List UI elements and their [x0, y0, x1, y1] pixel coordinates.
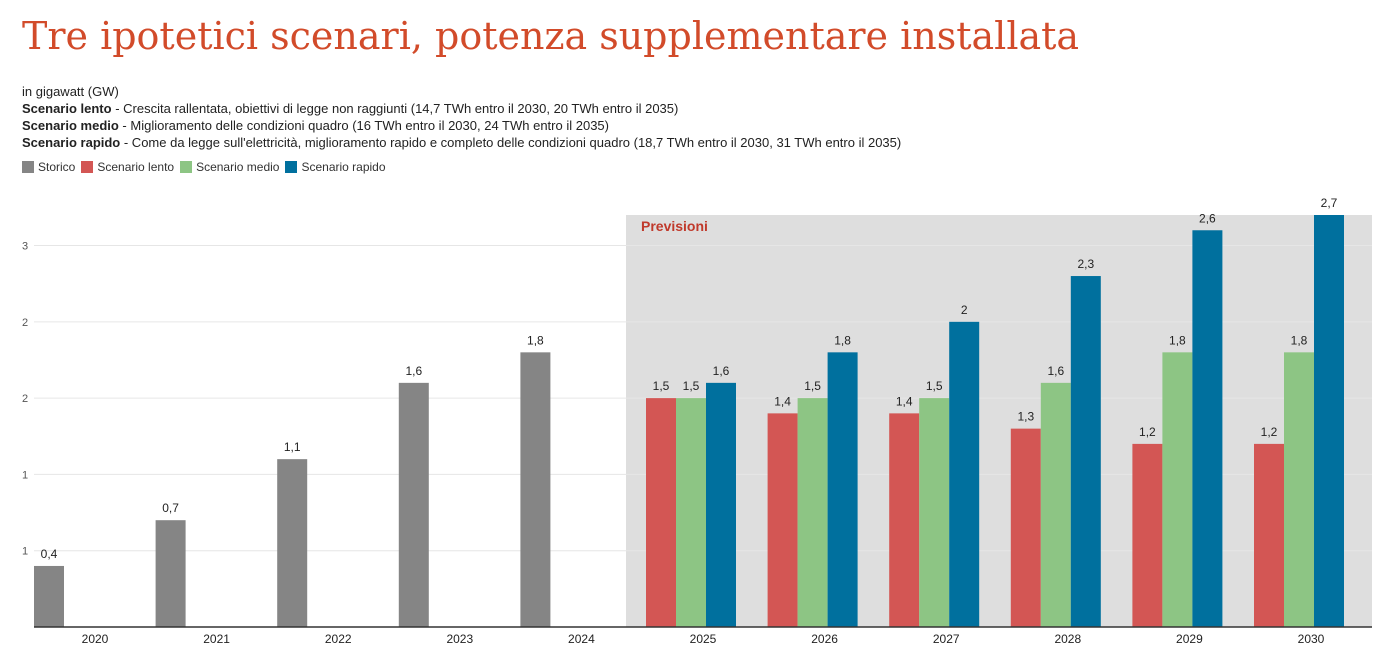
x-tick-label: 2022	[325, 632, 352, 646]
legend-swatch	[22, 161, 34, 173]
data-label-storico-2020: 0,4	[41, 547, 58, 561]
data-label-rapido-2028: 2,3	[1077, 257, 1094, 271]
bar-lento-2030[interactable]	[1254, 443, 1284, 627]
bar-lento-2027[interactable]	[889, 413, 920, 627]
data-label-rapido-2026: 1,8	[834, 333, 851, 347]
y-tick-label: 2	[22, 317, 28, 329]
bar-rapido-2027[interactable]	[949, 321, 980, 627]
data-label-medio-2025: 1,5	[683, 379, 700, 393]
data-label-lento-2027: 1,4	[896, 394, 913, 408]
legend-swatch	[285, 161, 298, 173]
forecast-region	[626, 215, 1372, 627]
bar-storico-2023[interactable]	[398, 382, 429, 627]
scenario-medio-note: Scenario medio - Miglioramento delle con…	[22, 117, 901, 134]
bar-rapido-2028[interactable]	[1070, 276, 1101, 627]
data-label-storico-2023: 1,6	[405, 364, 422, 378]
bar-rapido-2030[interactable]	[1314, 215, 1344, 627]
data-label-storico-2022: 1,1	[284, 440, 301, 454]
x-tick-label: 2023	[446, 632, 473, 646]
x-tick-label: 2030	[1298, 632, 1325, 646]
legend-label: Scenario lento	[97, 160, 175, 174]
legend-swatch	[81, 161, 94, 173]
data-label-rapido-2027: 2	[961, 303, 968, 317]
legend-label: Scenario rapido	[301, 160, 386, 174]
bar-rapido-2026[interactable]	[827, 352, 858, 627]
chart-description: in gigawatt (GW) Scenario lento - Cresci…	[22, 83, 901, 151]
legend-item-scenario-lento[interactable]: Scenario lento	[81, 160, 174, 174]
scenario-name: Scenario medio	[22, 118, 119, 133]
bar-storico-2020[interactable]	[34, 565, 64, 627]
y-tick-label: 3	[22, 241, 28, 253]
data-label-medio-2027: 1,5	[926, 379, 943, 393]
data-label-rapido-2029: 2,6	[1199, 211, 1216, 225]
data-label-lento-2029: 1,2	[1139, 425, 1156, 439]
x-tick-label: 2025	[690, 632, 717, 646]
unit-label: in gigawatt (GW)	[22, 84, 119, 99]
data-label-lento-2028: 1,3	[1017, 410, 1034, 424]
forecast-label: Previsioni	[641, 218, 708, 234]
y-tick-label: 1	[22, 469, 28, 481]
data-label-medio-2026: 1,5	[804, 379, 821, 393]
scenario-lento-note: Scenario lento - Crescita rallentata, ob…	[22, 100, 901, 117]
data-label-storico-2024: 1,8	[527, 333, 544, 347]
data-label-storico-2021: 0,7	[162, 501, 179, 515]
bar-storico-2022[interactable]	[277, 459, 308, 627]
data-label-rapido-2025: 1,6	[713, 364, 730, 378]
bar-medio-2025[interactable]	[676, 398, 706, 627]
scenario-desc: - Come da legge sull'elettricità, miglio…	[120, 135, 902, 150]
legend-item-scenario-rapido[interactable]: Scenario rapido	[285, 160, 386, 174]
scenario-name: Scenario rapido	[22, 135, 121, 150]
x-tick-label: 2020	[82, 632, 109, 646]
bar-rapido-2029[interactable]	[1192, 230, 1223, 627]
bar-medio-2027[interactable]	[919, 398, 950, 627]
y-tick-label: 1	[22, 546, 28, 558]
bar-lento-2026[interactable]	[767, 413, 798, 627]
scenario-desc: - Crescita rallentata, obiettivi di legg…	[111, 101, 679, 116]
scenario-desc: - Miglioramento delle condizioni quadro …	[118, 118, 609, 133]
data-label-lento-2026: 1,4	[774, 394, 791, 408]
y-tick-label: 2	[22, 393, 28, 405]
bar-medio-2030[interactable]	[1284, 352, 1314, 627]
scenario-rapido-note: Scenario rapido - Come da legge sull'ele…	[22, 134, 901, 151]
bar-lento-2028[interactable]	[1010, 428, 1041, 627]
bar-lento-2029[interactable]	[1132, 443, 1163, 627]
x-tick-label: 2027	[933, 632, 960, 646]
chart-title: Tre ipotetici scenari, potenza supplemen…	[22, 14, 1080, 58]
data-label-lento-2025: 1,5	[653, 379, 670, 393]
data-label-medio-2029: 1,8	[1169, 333, 1186, 347]
legend-label: Scenario medio	[196, 160, 280, 174]
bar-lento-2025[interactable]	[646, 398, 676, 627]
bar-medio-2029[interactable]	[1162, 352, 1193, 627]
bar-storico-2024[interactable]	[520, 352, 551, 627]
legend-item-storico[interactable]: Storico	[22, 160, 75, 174]
legend-item-scenario-medio[interactable]: Scenario medio	[180, 160, 279, 174]
bar-storico-2021[interactable]	[155, 520, 186, 627]
data-label-medio-2030: 1,8	[1291, 333, 1308, 347]
data-label-rapido-2030: 2,7	[1321, 196, 1338, 210]
bar-medio-2026[interactable]	[797, 398, 828, 627]
x-tick-label: 2024	[568, 632, 595, 646]
data-label-lento-2030: 1,2	[1261, 425, 1278, 439]
bar-medio-2028[interactable]	[1040, 382, 1071, 627]
x-tick-label: 2021	[203, 632, 230, 646]
legend-swatch	[180, 161, 193, 173]
x-tick-label: 2029	[1176, 632, 1203, 646]
x-tick-label: 2026	[811, 632, 838, 646]
legend: Storico Scenario lento Scenario medio Sc…	[22, 160, 392, 174]
scenario-name: Scenario lento	[22, 101, 112, 116]
legend-label: Storico	[38, 160, 76, 174]
data-label-medio-2028: 1,6	[1047, 364, 1064, 378]
x-tick-label: 2028	[1054, 632, 1081, 646]
bar-rapido-2025[interactable]	[706, 382, 736, 627]
